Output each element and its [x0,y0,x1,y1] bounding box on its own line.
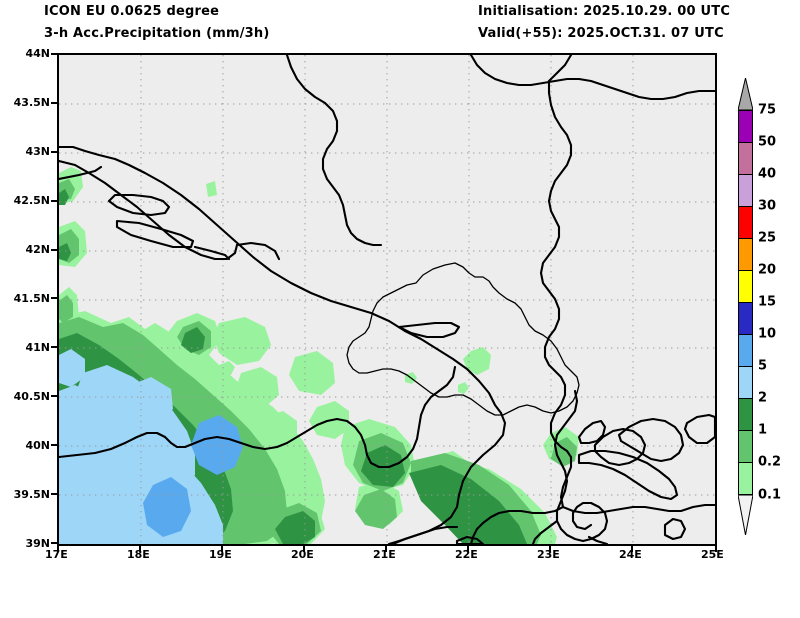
y-tick [51,297,57,299]
colorbar-separator [738,366,753,367]
x-tick [57,546,59,552]
colorbar-separator [738,398,753,399]
x-tick [715,546,717,552]
x-axis-label-17e: 17E [45,548,68,561]
header-field-name: 3-h Acc.Precipitation (mm/3h) [44,26,270,41]
lat-lon-gridlines [59,55,715,544]
y-tick [51,395,57,397]
y-tick [51,151,57,153]
colorbar-swatch-5 [738,366,753,398]
y-tick [51,493,57,495]
y-axis-label-41p5n: 41.5N [13,292,50,305]
colorbar-swatch-50 [738,142,753,174]
colorbar-label-0p1: 0.1 [758,487,782,503]
y-axis-label-40p5n: 40.5N [13,390,50,403]
colorbar-label-25: 25 [758,230,777,246]
colorbar-separator [738,270,753,271]
x-axis-label-20e: 20E [291,548,314,561]
colorbar-separator [738,238,753,239]
colorbar-label-2: 2 [758,390,768,406]
y-tick [51,53,57,55]
colorbar-swatch-25 [738,238,753,270]
colorbar-swatch-40 [738,174,753,206]
colorbar-swatch-2 [738,398,753,430]
colorbar-separator [738,142,753,143]
y-tick [51,542,57,544]
colorbar-separator [738,494,753,495]
x-tick [303,546,305,552]
x-tick [631,546,633,552]
colorbar-separator [738,110,753,111]
map-canvas [59,55,715,544]
colorbar-separator [738,302,753,303]
y-axis-label-40n: 40N [25,439,50,452]
header-valid-time: Valid(+55): 2025.OCT.31. 07 UTC [478,26,724,41]
colorbar-label-75: 75 [758,102,777,118]
colorbar-separator [738,462,753,463]
y-tick [51,346,57,348]
precip-band-10 [143,415,243,537]
colorbar-over-arrow [738,78,753,110]
map-plot-area [57,53,717,546]
x-axis-label-18e: 18E [127,548,150,561]
colorbar-swatch-20 [738,270,753,302]
colorbar-label-20: 20 [758,262,777,278]
header-model-name: ICON EU 0.0625 degree [44,4,220,19]
y-axis-label-41n: 41N [25,341,50,354]
x-axis-label-25e: 25E [701,548,724,561]
y-tick [51,249,57,251]
y-axis-label-39p5n: 39.5N [13,488,50,501]
colorbar-swatch-30 [738,206,753,238]
colorbar-label-30: 30 [758,198,777,214]
y-axis-label-43p5n: 43.5N [13,96,50,109]
x-axis-label-22e: 22E [455,548,478,561]
precipitation-colorbar: 75 50 40 30 25 20 15 10 5 2 1 0.2 0.1 [738,78,781,535]
y-tick [51,200,57,202]
colorbar-separator [738,206,753,207]
y-axis-label-39n: 39N [25,537,50,550]
colorbar-label-1: 1 [758,422,768,438]
precipitation-field [59,167,579,544]
x-axis-label-19e: 19E [209,548,232,561]
y-tick [51,444,57,446]
x-axis-label-24e: 24E [619,548,642,561]
colorbar-label-40: 40 [758,166,777,182]
x-tick [549,546,551,552]
colorbar-label-15: 15 [758,294,777,310]
x-axis-label-23e: 23E [537,548,560,561]
colorbar-swatch-75 [738,110,753,142]
y-axis-label-43n: 43N [25,145,50,158]
colorbar-separator [738,174,753,175]
colorbar-label-5: 5 [758,358,768,374]
x-tick [385,546,387,552]
colorbar-separator [738,430,753,431]
colorbar-label-10: 10 [758,326,777,342]
x-tick [467,546,469,552]
x-tick [139,546,141,552]
colorbar-swatch-15 [738,302,753,334]
colorbar-swatch-1 [738,430,753,462]
x-axis-label-21e: 21E [373,548,396,561]
colorbar-label-0p2: 0.2 [758,454,782,470]
y-axis-label-44n: 44N [25,47,50,60]
y-tick [51,102,57,104]
header-initialisation-time: Initialisation: 2025.10.29. 00 UTC [478,4,731,19]
y-axis-label-42p5n: 42.5N [13,194,50,207]
colorbar-swatch-10 [738,334,753,366]
colorbar-under-arrow [738,495,753,535]
colorbar-separator [738,334,753,335]
colorbar-swatch-0p2 [738,462,753,495]
colorbar-label-50: 50 [758,134,777,150]
coastlines-and-borders [59,55,715,544]
x-tick [221,546,223,552]
y-axis-label-42n: 42N [25,243,50,256]
